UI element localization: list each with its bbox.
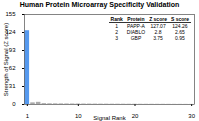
html-text:Protein: Protein — [127, 16, 145, 22]
svg-text:31: 31 — [9, 83, 16, 89]
html-text:3.75: 3.75 — [153, 35, 163, 41]
svg-text:30: 30 — [188, 113, 195, 119]
html-text:PAPP-A: PAPP-A — [127, 23, 145, 29]
svg-text:1: 1 — [26, 113, 30, 119]
html-text:124.26: 124.26 — [172, 23, 188, 29]
html-text:GBP: GBP — [130, 35, 142, 41]
html-text:S score: S score — [170, 16, 189, 22]
html-text:127.07: 127.07 — [150, 23, 166, 29]
svg-text:0: 0 — [12, 101, 16, 107]
html-text:1: 1 — [115, 23, 118, 29]
svg-text:124: 124 — [5, 29, 16, 36]
html-text:Z score: Z score — [149, 16, 167, 22]
html-text:Rank: Rank — [110, 16, 123, 22]
svg-text:10: 10 — [75, 113, 82, 119]
html-text:0.95: 0.95 — [175, 35, 185, 41]
svg-text:93: 93 — [9, 47, 16, 53]
svg-text:Signal Rank: Signal Rank — [93, 115, 126, 121]
html-text:2.8: 2.8 — [154, 29, 162, 35]
html-text:DIABLO: DIABLO — [126, 29, 146, 35]
svg-text:155: 155 — [5, 11, 16, 17]
html-text:2: 2 — [115, 29, 118, 35]
svg-text:20: 20 — [132, 113, 139, 119]
svg-text:62: 62 — [9, 65, 16, 71]
html-text:2.65: 2.65 — [175, 29, 185, 35]
svg-text:Strength of Signal (Z score): Strength of Signal (Z score) — [3, 23, 9, 96]
html-text:3: 3 — [115, 35, 118, 41]
html-text:Human Protein Microarray Speci: Human Protein Microarray Specificity Val… — [19, 1, 180, 8]
